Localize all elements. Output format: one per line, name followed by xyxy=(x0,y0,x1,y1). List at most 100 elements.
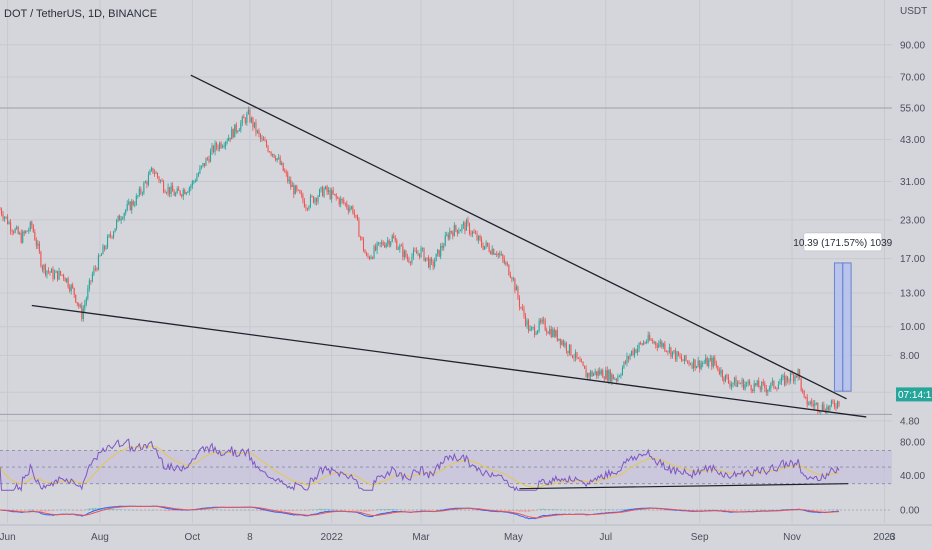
candle-body xyxy=(11,230,13,232)
candle-body xyxy=(412,250,414,257)
macd-histogram-bar xyxy=(384,509,386,510)
macd-histogram-bar xyxy=(213,509,215,510)
candle-body xyxy=(385,243,387,248)
candle-body xyxy=(399,245,401,249)
macd-histogram-bar xyxy=(329,509,331,510)
candle-body xyxy=(478,235,480,241)
candle-body xyxy=(600,370,602,375)
macd-histogram-bar xyxy=(94,507,96,510)
candle-body xyxy=(16,227,18,229)
candle-body xyxy=(553,329,555,337)
macd-histogram-bar xyxy=(535,510,537,511)
candle-body xyxy=(590,371,592,377)
candle-body xyxy=(683,355,686,362)
macd-histogram-bar xyxy=(817,510,819,511)
macd-histogram-bar xyxy=(294,510,296,511)
candle-body xyxy=(453,225,455,237)
candle-body xyxy=(752,389,754,391)
macd-histogram-bar xyxy=(110,508,112,510)
candle-body xyxy=(267,146,269,152)
macd-histogram-bar xyxy=(508,510,510,511)
macd-histogram-bar xyxy=(169,510,171,512)
candle-body xyxy=(694,359,696,369)
macd-histogram-bar xyxy=(102,508,104,510)
candle-body xyxy=(574,352,577,358)
candle-body xyxy=(529,328,531,331)
candle-body xyxy=(789,373,792,382)
candle-body xyxy=(134,204,136,206)
macd-histogram-bar xyxy=(520,510,522,512)
candle-body xyxy=(564,342,566,346)
macd-histogram-bar xyxy=(270,510,272,512)
candle-body xyxy=(829,405,831,410)
candle-body xyxy=(506,263,508,265)
candle-body xyxy=(814,403,816,406)
candle-body xyxy=(833,402,836,407)
macd-histogram-bar xyxy=(85,509,87,510)
candle-body xyxy=(649,335,651,341)
candle-body xyxy=(49,271,51,273)
candle-body xyxy=(812,403,814,406)
candle-body xyxy=(105,247,107,250)
macd-histogram-bar xyxy=(517,510,519,512)
candle-body xyxy=(40,251,42,267)
candle-body xyxy=(297,189,299,191)
candle-body xyxy=(320,187,322,190)
candle-body xyxy=(182,189,184,197)
candle-body xyxy=(29,222,31,231)
candle-body xyxy=(491,248,493,255)
macd-histogram-bar xyxy=(206,509,208,510)
macd-histogram-bar xyxy=(540,509,542,510)
candle-body xyxy=(396,240,398,250)
candle-body xyxy=(461,225,463,231)
candle-body xyxy=(670,347,672,357)
macd-histogram-bar xyxy=(87,508,89,510)
candle-body xyxy=(552,329,554,338)
candle-body xyxy=(337,197,339,199)
macd-histogram-bar xyxy=(388,509,390,510)
macd-histogram-bar xyxy=(509,510,511,511)
candle-body xyxy=(496,254,498,256)
candle-body xyxy=(25,230,27,234)
candle-body xyxy=(259,134,262,139)
candle-body xyxy=(543,319,545,321)
candle-body xyxy=(75,294,77,303)
candle-body xyxy=(38,243,40,252)
macd-histogram-bar xyxy=(296,510,298,511)
macd-histogram-bar xyxy=(391,508,393,510)
candle-body xyxy=(547,332,549,334)
macd-histogram-bar xyxy=(334,509,336,510)
macd-histogram-bar xyxy=(331,509,333,510)
candle-body xyxy=(612,374,614,380)
macd-histogram-bar xyxy=(290,510,292,512)
macd-histogram-bar xyxy=(365,510,367,512)
candle-body xyxy=(437,249,439,254)
candle-body xyxy=(340,198,342,205)
candle-body xyxy=(511,277,513,280)
macd-histogram-bar xyxy=(523,510,525,512)
candle-body xyxy=(116,220,118,229)
candle-body xyxy=(431,258,433,262)
candle-body xyxy=(627,356,630,359)
macd-histogram-bar xyxy=(541,508,543,510)
candle-body xyxy=(364,250,366,254)
candle-body xyxy=(379,242,381,244)
macd-histogram-bar xyxy=(175,510,177,511)
macd-histogram-bar xyxy=(164,510,166,511)
trendline xyxy=(190,74,847,400)
macd-histogram-bar xyxy=(378,509,380,510)
candle-body xyxy=(44,264,46,275)
candle-body xyxy=(626,356,628,364)
macd-histogram-bar xyxy=(76,510,78,511)
macd-histogram-bar xyxy=(167,510,169,512)
macd-histogram-bar xyxy=(113,509,115,510)
candle-body xyxy=(409,262,411,263)
candle-body xyxy=(43,264,45,270)
candle-body xyxy=(100,254,103,256)
price-axis-label: 8.00 xyxy=(900,351,920,362)
price-axis[interactable]: USDT 90.00 70.00 55.00 43.00 31.00 23.00 17.00 1… xyxy=(896,6,932,517)
macd-histogram-bar xyxy=(316,509,318,510)
candle-body xyxy=(229,137,231,140)
time-axis-label: Jun xyxy=(0,532,16,543)
